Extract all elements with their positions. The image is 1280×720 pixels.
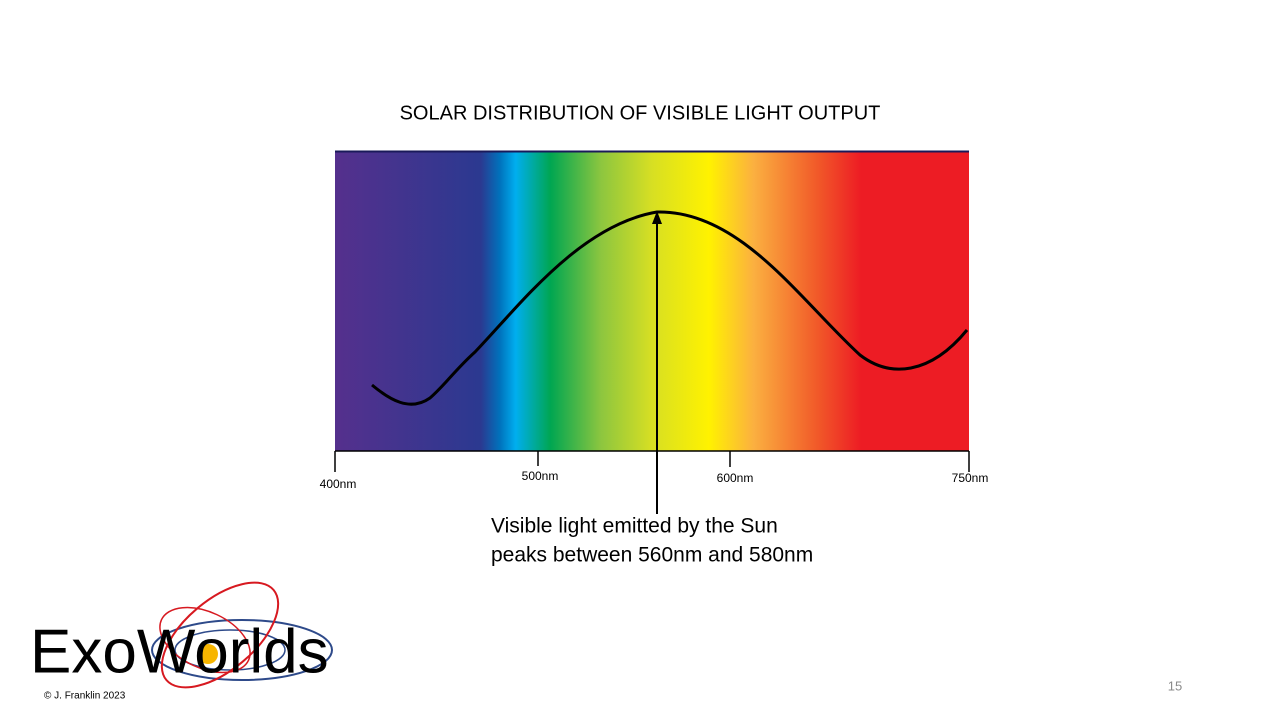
axis-label: 750nm: [952, 471, 989, 485]
annotation: Visible light emitted by the Sun: [491, 515, 778, 538]
annotation: peaks between 560nm and 580nm: [491, 544, 813, 567]
copyright: © J. Franklin 2023: [44, 691, 126, 702]
axis: [334, 450, 970, 472]
axis-label: 600nm: [717, 471, 754, 485]
logo-graphic: [151, 581, 333, 689]
logo-text: ExoWorlds: [30, 617, 329, 686]
arrow-head: [652, 211, 662, 224]
intensity-curve: [371, 210, 969, 406]
title: SOLAR DISTRIBUTION OF VISIBLE LIGHT OUTP…: [400, 102, 881, 124]
axis-label: 400nm: [320, 477, 357, 491]
spectrum: [335, 151, 969, 451]
page-number: 15: [1168, 678, 1182, 693]
axis-label: 500nm: [522, 469, 559, 483]
